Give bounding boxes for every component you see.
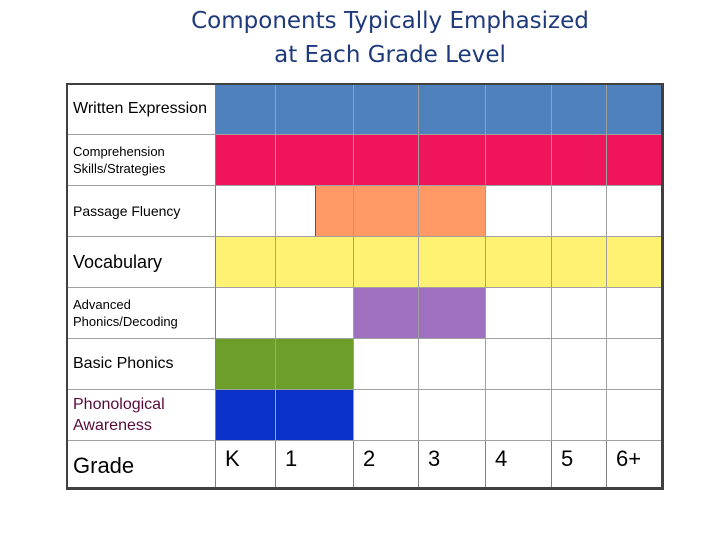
cell-passage-fluency-grade-6 [607,186,663,237]
cell-written-expression-grade-3 [419,83,486,135]
cell-phonological-awareness-grade-3 [419,390,486,441]
row-label-vocabulary: Vocabulary [66,237,216,288]
grade-header-label: Grade [66,441,216,490]
cell-written-expression-grade-2 [354,83,419,135]
grade-column-divider [606,441,607,490]
cell-written-expression-grade-4 [486,83,552,135]
row-label-passage-fluency: Passage Fluency [66,186,216,237]
grade-label-4: 4 [495,446,508,471]
cell-comprehension-skills-strategies-grade-k [216,135,276,186]
row-label-written-expression: Written Expression [66,83,216,135]
cell-vocabulary-grade-2 [354,237,419,288]
cell-vocabulary-grade-4 [486,237,552,288]
title-line-2: at Each Grade Level [274,42,506,68]
grade-label-2: 2 [363,446,376,471]
cell-written-expression-grade-1 [276,83,354,135]
cell-advanced-phonics-decoding-grade-5 [552,288,607,339]
cell-vocabulary-grade-6 [607,237,663,288]
cell-advanced-phonics-decoding-grade-3 [419,288,486,339]
cell-passage-fluency-grade-2 [354,186,419,237]
cell-passage-fluency-grade-k [216,186,276,237]
cell-written-expression-grade-6 [607,83,663,135]
cell-phonological-awareness-grade-k [216,390,276,441]
grade-column-divider [485,441,486,490]
cell-passage-fluency-grade-1 [276,186,354,237]
cell-comprehension-skills-strategies-grade-6 [607,135,663,186]
cell-phonological-awareness-grade-1 [276,390,354,441]
cell-vocabulary-grade-1 [276,237,354,288]
diagram-title: Components Typically Emphasized at Each … [0,4,720,72]
grade-emphasis-grid: Written Expression Comprehension Skills/… [66,83,666,493]
cell-basic-phonics-grade-3 [419,339,486,390]
cell-vocabulary-grade-3 [419,237,486,288]
cell-written-expression-grade-k [216,83,276,135]
row-label-basic-phonics: Basic Phonics [66,339,216,390]
cell-advanced-phonics-decoding-grade-k [216,288,276,339]
cell-comprehension-skills-strategies-grade-4 [486,135,552,186]
grade-column-divider [275,441,276,490]
grade-label-6: 6+ [616,446,642,471]
cell-comprehension-skills-strategies-grade-3 [419,135,486,186]
cell-passage-fluency-grade-4 [486,186,552,237]
cell-passage-fluency-grade-3 [419,186,486,237]
cell-advanced-phonics-decoding-grade-6 [607,288,663,339]
cell-phonological-awareness-grade-6 [607,390,663,441]
grade-column-divider [353,441,354,490]
cell-comprehension-skills-strategies-grade-5 [552,135,607,186]
cell-comprehension-skills-strategies-grade-1 [276,135,354,186]
row-label-advanced-phonics: Advanced Phonics/Decoding [66,288,216,339]
cell-vocabulary-grade-5 [552,237,607,288]
cell-phonological-awareness-grade-2 [354,390,419,441]
cell-advanced-phonics-decoding-grade-4 [486,288,552,339]
cell-vocabulary-grade-k [216,237,276,288]
grade-column-divider [215,441,216,490]
cell-comprehension-skills-strategies-grade-2 [354,135,419,186]
cell-phonological-awareness-grade-5 [552,390,607,441]
cell-basic-phonics-grade-4 [486,339,552,390]
cell-basic-phonics-grade-1 [276,339,354,390]
cell-passage-fluency-grade-5 [552,186,607,237]
cell-basic-phonics-grade-2 [354,339,419,390]
cell-basic-phonics-grade-5 [552,339,607,390]
grade-column-divider [418,441,419,490]
grade-label-k: K [225,446,240,471]
row-label-comprehension: Comprehension Skills/Strategies [66,135,216,186]
grade-label-1: 1 [285,446,298,471]
row-label-phonological-awareness: Phonological Awareness [66,390,216,441]
grade-column-divider [551,441,552,490]
grade-label-5: 5 [561,446,574,471]
cell-advanced-phonics-decoding-grade-2 [354,288,419,339]
title-line-1: Components Typically Emphasized [191,8,589,34]
cell-written-expression-grade-5 [552,83,607,135]
cell-advanced-phonics-decoding-grade-1 [276,288,354,339]
cell-basic-phonics-grade-k [216,339,276,390]
grade-label-3: 3 [428,446,441,471]
cell-basic-phonics-grade-6 [607,339,663,390]
cell-phonological-awareness-grade-4 [486,390,552,441]
